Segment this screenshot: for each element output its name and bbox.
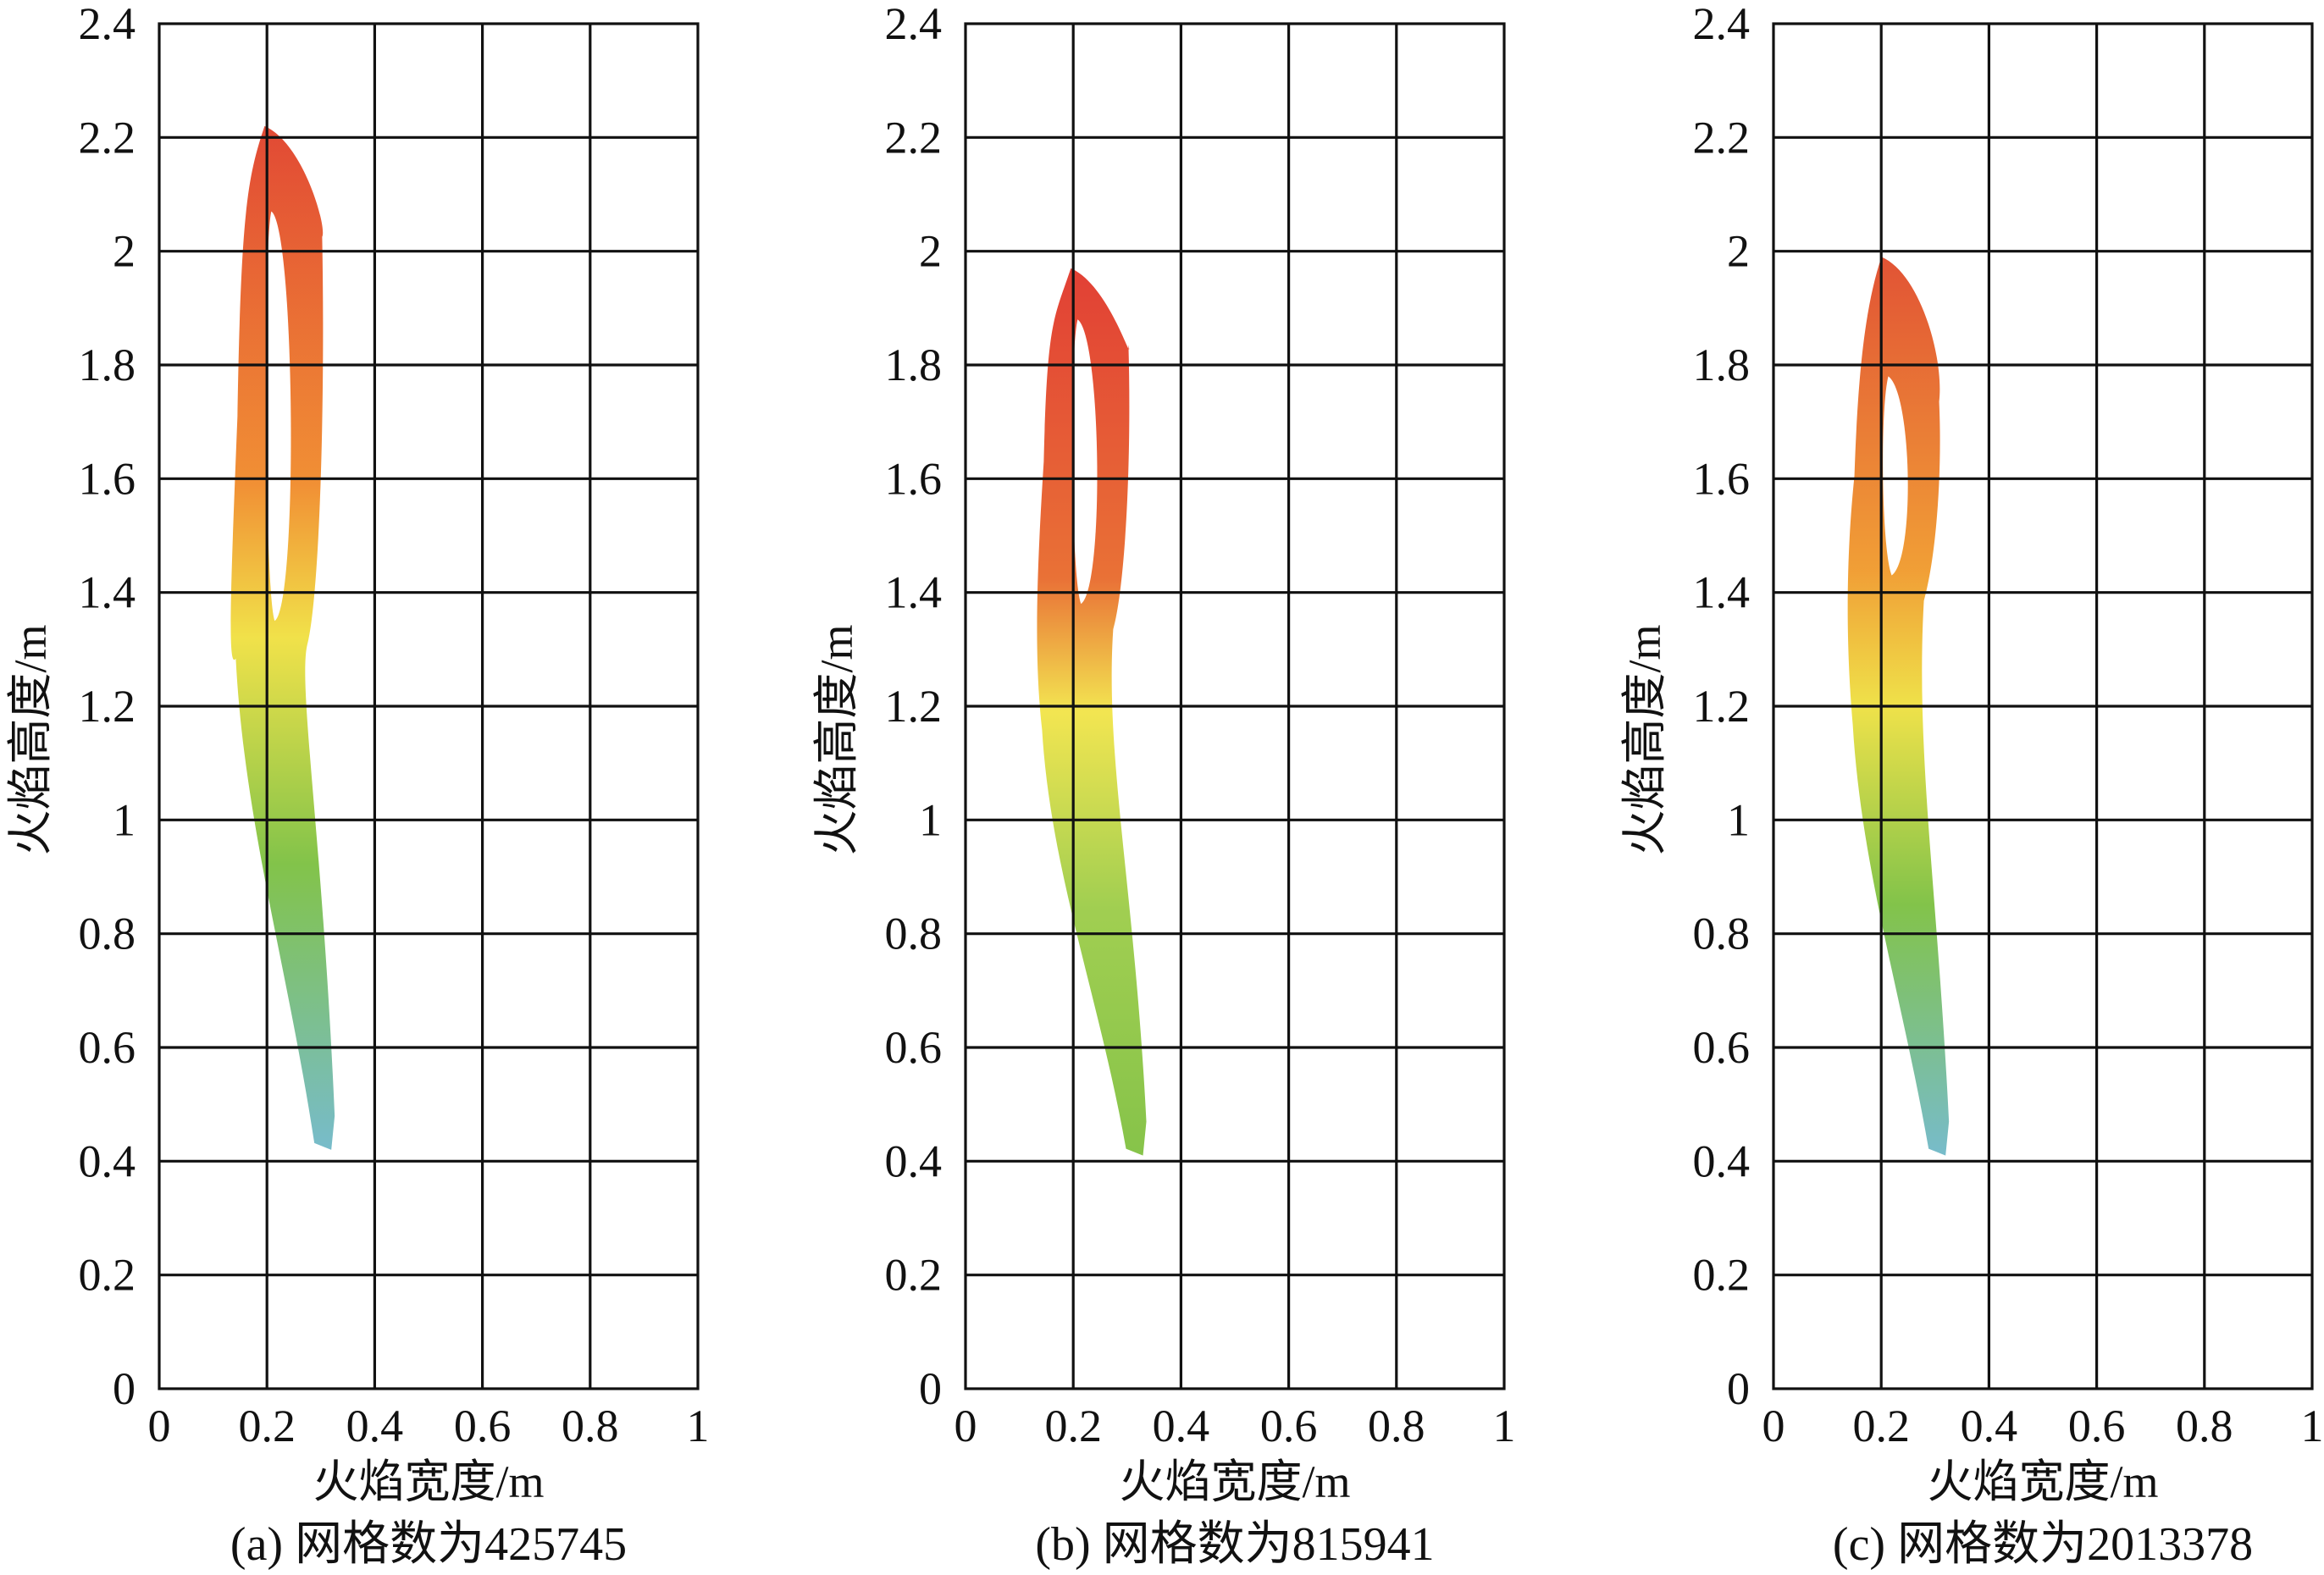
y-tick-label: 1.6 (1693, 453, 1751, 504)
x-tick-label: 0.8 (2176, 1401, 2233, 1451)
x-tick-label: 0.4 (1153, 1401, 1210, 1451)
y-tick-label: 1.8 (885, 340, 943, 390)
x-axis-label: 火焰宽度/m (313, 1456, 544, 1507)
y-tick-label: 2.4 (79, 0, 136, 49)
y-tick-label: 2.2 (885, 112, 943, 163)
y-tick-label: 0 (919, 1363, 942, 1414)
y-tick-label: 0.4 (79, 1136, 136, 1186)
x-tick-label: 0.2 (238, 1401, 296, 1451)
y-tick-label: 1.8 (1693, 340, 1751, 390)
chart-panel-1: 0 0.2 0.4 0.6 0.8 1 0 0.2 0.4 0.6 0.8 1 1.2 1.4 1.6 1.8… (811, 0, 1516, 1571)
y-tick-label: 2.4 (885, 0, 943, 49)
x-axis-label: 火焰宽度/m (1119, 1456, 1350, 1507)
flame-ring-hole (1883, 376, 1908, 576)
flame-ring-hole (1071, 319, 1098, 605)
plot-frame (1772, 22, 2314, 1390)
panel-caption: (b) 网格数为815941 (1035, 1518, 1434, 1571)
x-tick-label: 0.2 (1852, 1401, 1910, 1451)
flame-plume (230, 125, 335, 1150)
x-tick-label: 0 (148, 1401, 171, 1451)
y-tick-label: 1.8 (79, 340, 136, 390)
x-tick-label: 0.6 (454, 1401, 512, 1451)
y-tick-label: 0.2 (885, 1250, 943, 1301)
x-axis-label: 火焰宽度/m (1927, 1456, 2158, 1507)
x-tick-label: 0.8 (1368, 1401, 1425, 1451)
y-tick-label: 0.6 (79, 1022, 136, 1073)
x-tick-label: 0.4 (346, 1401, 404, 1451)
y-tick-label: 0.2 (1693, 1250, 1751, 1301)
panel-caption: (c) 网格数为2013378 (1833, 1518, 2253, 1571)
chart-panel-2: 0 0.2 0.4 0.6 0.8 1 0 0.2 0.4 0.6 0.8 1 1.2 1.4 1.6 1.8… (1619, 0, 2324, 1571)
y-tick-label: 1.6 (885, 453, 943, 504)
y-tick-label: 0 (113, 1363, 136, 1414)
y-tick-label: 2.2 (1693, 112, 1751, 163)
y-tick-label: 2.2 (79, 112, 136, 163)
x-tick-label: 1 (2301, 1401, 2324, 1451)
y-tick-label: 0.2 (79, 1250, 136, 1301)
x-tick-label: 1 (1493, 1401, 1516, 1451)
plot-frame (158, 22, 700, 1390)
y-tick-label: 1 (1727, 794, 1750, 845)
y-tick-label: 0 (1727, 1363, 1750, 1414)
chart-panel-0: 0 0.2 0.4 0.6 0.8 1 0 0.2 0.4 0.6 0.8 1 1.2 1.4 1.6 1.8… (5, 0, 710, 1571)
y-tick-label: 2 (919, 226, 942, 277)
y-tick-label: 0.8 (1693, 909, 1751, 959)
y-tick-label: 0.6 (1693, 1022, 1751, 1073)
x-tick-label: 0 (1762, 1401, 1785, 1451)
y-axis-label: 火焰高度/m (5, 624, 56, 855)
x-tick-label: 0 (955, 1401, 977, 1451)
x-tick-label: 0.2 (1044, 1401, 1102, 1451)
y-tick-label: 1.4 (1693, 567, 1751, 618)
x-tick-label: 0.8 (562, 1401, 619, 1451)
x-tick-label: 0.6 (1260, 1401, 1318, 1451)
panel-caption: (a) 网格数为425745 (230, 1518, 627, 1571)
y-tick-label: 2 (1727, 226, 1750, 277)
x-tick-label: 1 (687, 1401, 710, 1451)
y-tick-label: 1 (919, 794, 942, 845)
plot-frame (964, 22, 1506, 1390)
x-tick-label: 0.4 (1961, 1401, 2018, 1451)
y-tick-label: 2 (113, 226, 136, 277)
y-tick-label: 1 (113, 794, 136, 845)
y-tick-label: 1.6 (79, 453, 136, 504)
y-axis-label: 火焰高度/m (811, 624, 862, 855)
flame-ring-hole (265, 211, 291, 622)
y-axis-label: 火焰高度/m (1619, 624, 1670, 855)
y-tick-label: 2.4 (1693, 0, 1751, 49)
x-tick-label: 0.6 (2068, 1401, 2126, 1451)
y-tick-label: 0.8 (79, 909, 136, 959)
y-tick-label: 0.6 (885, 1022, 943, 1073)
y-tick-label: 0.4 (885, 1136, 943, 1186)
y-tick-label: 0.4 (1693, 1136, 1751, 1186)
y-tick-label: 1.4 (79, 567, 136, 618)
y-tick-label: 1.2 (1693, 681, 1751, 732)
y-tick-label: 1.2 (79, 681, 136, 732)
y-tick-label: 1.2 (885, 681, 943, 732)
y-tick-label: 1.4 (885, 567, 943, 618)
y-tick-label: 0.8 (885, 909, 943, 959)
